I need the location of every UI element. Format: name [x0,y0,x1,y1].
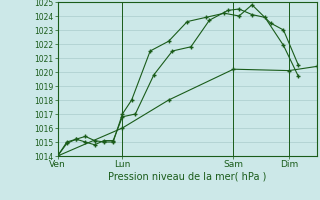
X-axis label: Pression niveau de la mer( hPa ): Pression niveau de la mer( hPa ) [108,172,266,182]
